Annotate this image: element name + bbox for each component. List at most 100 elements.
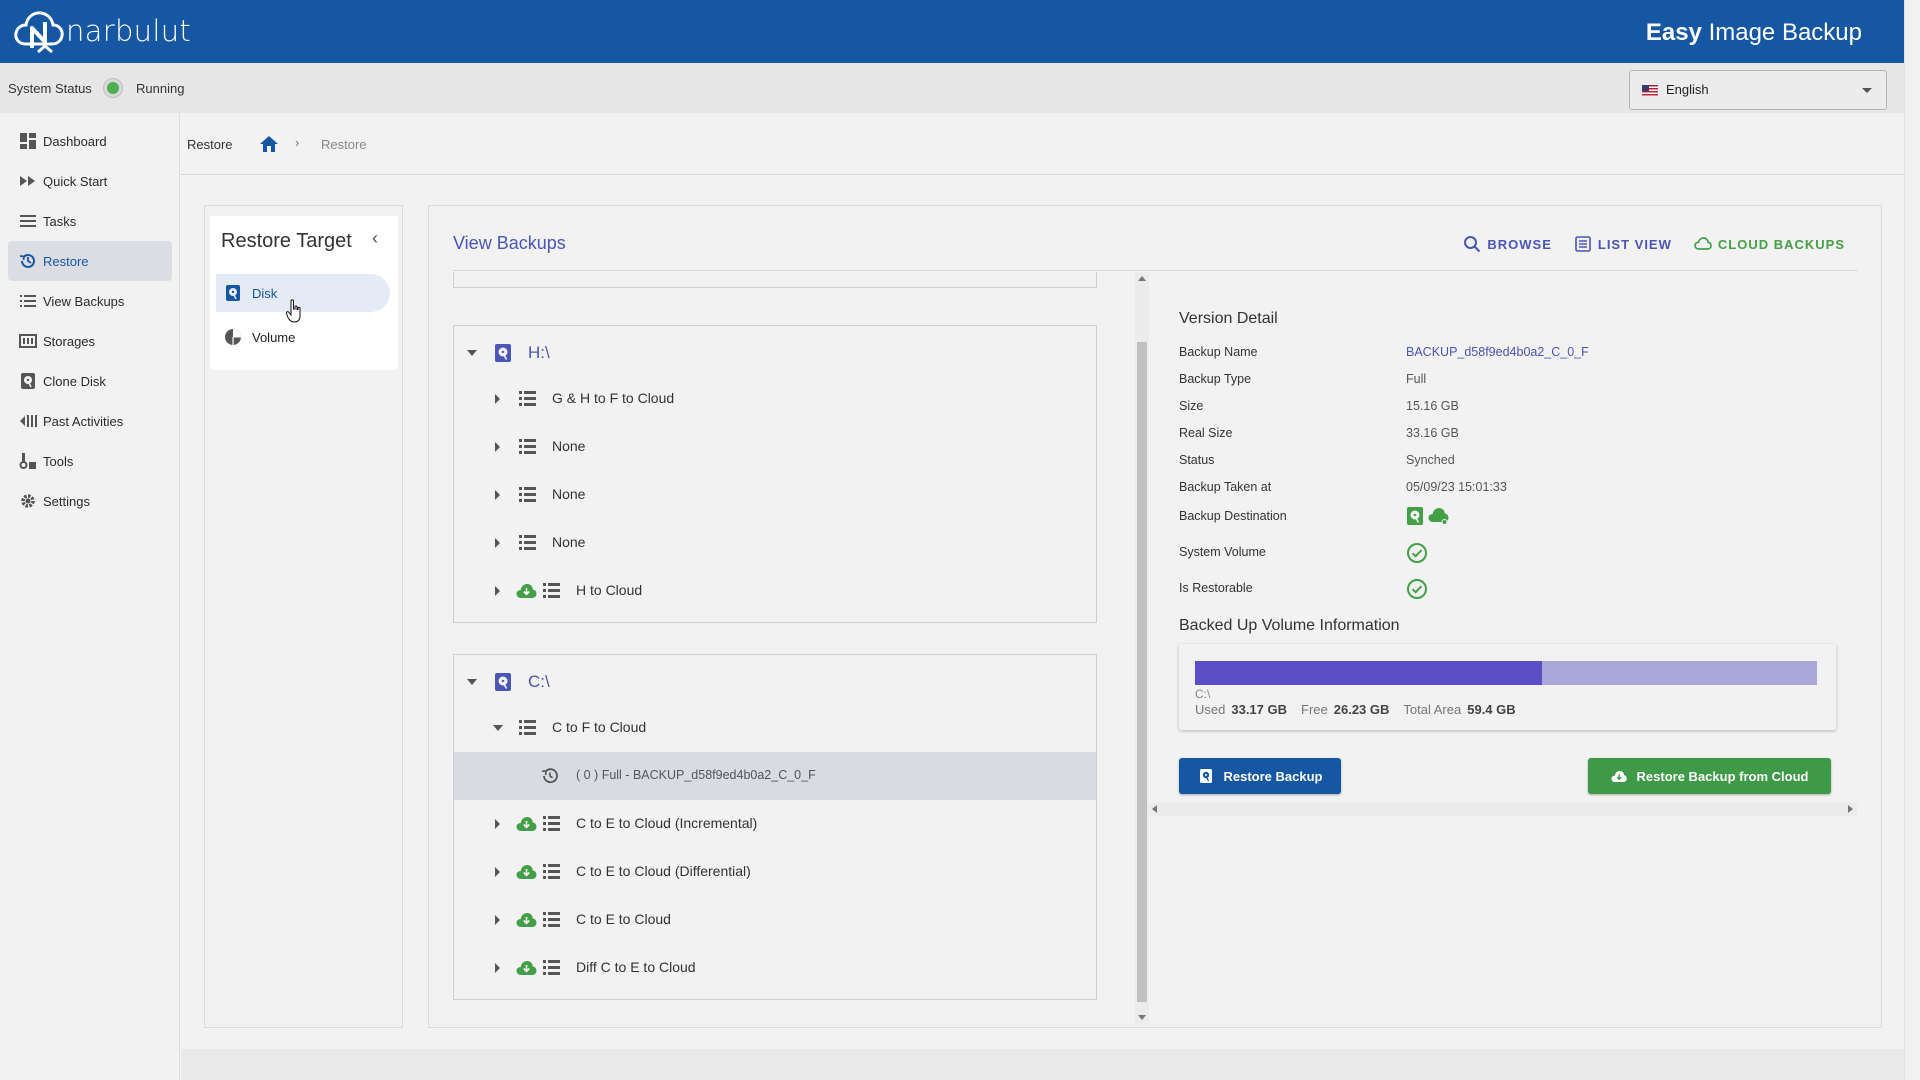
sidebar: Dashboard Quick Start Tasks Restore View…: [0, 113, 180, 1080]
detail-row-taken-at: Backup Taken at 05/09/23 15:01:33: [1179, 477, 1859, 499]
system-status-label: System Status: [8, 81, 92, 96]
caret-right-icon[interactable]: [495, 538, 500, 548]
sidebar-item-label: Tools: [43, 453, 74, 469]
browse-label: BROWSE: [1487, 236, 1552, 252]
caret-down-icon[interactable]: [493, 725, 503, 731]
list-icon: [519, 535, 536, 550]
tree-row[interactable]: H to Cloud: [454, 567, 1096, 615]
detail-value: Synched: [1406, 453, 1455, 467]
backup-name-link[interactable]: BACKUP_d58f9ed4b0a2_C_0_F: [1406, 345, 1589, 359]
detail-key: Status: [1179, 453, 1215, 467]
list-icon: [519, 439, 536, 454]
tree-row-label: None: [552, 486, 586, 502]
history-icon: [19, 412, 37, 430]
sidebar-item-tools[interactable]: Tools: [8, 441, 172, 481]
tree-row-version-selected[interactable]: ( 0 ) Full - BACKUP_d58f9ed4b0a2_C_0_F: [454, 752, 1096, 800]
caret-down-icon[interactable]: [467, 350, 477, 356]
sidebar-item-restore[interactable]: Restore: [8, 241, 172, 281]
sidebar-item-view-backups[interactable]: View Backups: [8, 281, 172, 321]
tree-row[interactable]: C to E to Cloud (Differential): [454, 848, 1096, 896]
scroll-down-icon[interactable]: [1138, 1015, 1146, 1020]
caret-right-icon[interactable]: [495, 490, 500, 500]
tree-row[interactable]: C to E to Cloud: [454, 896, 1096, 944]
tree-row-label: None: [552, 438, 586, 454]
narbulut-logo[interactable]: narbulut: [14, 6, 191, 56]
destination-icons: [1406, 506, 1450, 526]
detail-key: Backup Destination: [1179, 509, 1287, 523]
page-scrollbar[interactable]: [1904, 0, 1920, 1080]
cloud-backups-button[interactable]: CLOUD BACKUPS: [1694, 235, 1845, 253]
sidebar-item-tasks[interactable]: Tasks: [8, 201, 172, 241]
scroll-right-icon[interactable]: [1848, 805, 1853, 813]
list-icon: [543, 583, 560, 598]
collapse-icon[interactable]: ‹: [372, 228, 378, 248]
sidebar-item-past-activities[interactable]: Past Activities: [8, 401, 172, 441]
browse-button[interactable]: BROWSE: [1463, 235, 1552, 253]
tree-row[interactable]: None: [454, 423, 1096, 471]
tree-row-label: C to E to Cloud (Differential): [576, 863, 751, 879]
app-title-rest: Image Backup: [1701, 19, 1862, 46]
list-view-icon: [1575, 236, 1591, 252]
cloud-icon: [1694, 237, 1712, 250]
total-label: Total Area: [1403, 702, 1462, 717]
sidebar-item-clone-disk[interactable]: Clone Disk: [8, 361, 172, 401]
target-item-label: Volume: [252, 329, 296, 345]
tree-row[interactable]: C to E to Cloud (Incremental): [454, 800, 1096, 848]
target-item-disk[interactable]: Disk: [216, 274, 390, 312]
sidebar-item-quick-start[interactable]: Quick Start: [8, 161, 172, 201]
tree-scrollbar-thumb[interactable]: [1137, 342, 1147, 1002]
detail-key: Backup Name: [1179, 345, 1258, 359]
status-indicator-icon: [104, 79, 122, 97]
tools-icon: [19, 452, 37, 470]
list-view-button[interactable]: LIST VIEW: [1574, 235, 1672, 253]
caret-right-icon[interactable]: [495, 819, 500, 829]
sidebar-item-dashboard[interactable]: Dashboard: [8, 121, 172, 161]
detail-key: Is Restorable: [1179, 581, 1253, 595]
scroll-up-icon[interactable]: [1138, 276, 1146, 281]
tree-row[interactable]: C to F to Cloud: [454, 704, 1096, 752]
restore-backup-button[interactable]: Restore Backup: [1179, 758, 1341, 794]
list-view-label: LIST VIEW: [1597, 236, 1672, 252]
list-icon: [19, 212, 37, 230]
backup-tree[interactable]: H:\ G & H to F to Cloud None None: [453, 272, 1097, 1020]
disk-icon: [1407, 507, 1423, 525]
caret-down-icon[interactable]: [467, 679, 477, 685]
detail-key: Real Size: [1179, 426, 1233, 440]
target-item-volume[interactable]: Volume: [216, 318, 390, 356]
volume-info-title: Backed Up Volume Information: [1179, 617, 1400, 634]
home-icon[interactable]: [259, 135, 279, 153]
tree-row[interactable]: None: [454, 519, 1096, 567]
page-title: Restore: [187, 137, 233, 152]
caret-right-icon[interactable]: [495, 963, 500, 973]
scroll-left-icon[interactable]: [1152, 805, 1157, 813]
sidebar-item-settings[interactable]: Settings: [8, 481, 172, 521]
caret-right-icon[interactable]: [495, 915, 500, 925]
tree-scrollbar[interactable]: [1135, 272, 1149, 1024]
list-bulleted-icon: [19, 292, 37, 310]
tree-row[interactable]: G & H to F to Cloud: [454, 375, 1096, 423]
version-detail-title: Version Detail: [1179, 310, 1278, 327]
sidebar-item-storages[interactable]: Storages: [8, 321, 172, 361]
cloud-download-icon: [516, 584, 537, 598]
detail-horizontal-scrollbar[interactable]: [1148, 802, 1857, 816]
language-select[interactable]: English: [1629, 70, 1887, 110]
caret-right-icon[interactable]: [495, 442, 500, 452]
breadcrumb-separator: ›: [295, 135, 300, 150]
disk-icon: [19, 372, 37, 390]
cloud-download-icon: [516, 865, 537, 879]
used-value: 33.17 GB: [1231, 702, 1288, 717]
caret-right-icon[interactable]: [495, 586, 500, 596]
disk-icon: [495, 344, 511, 362]
cloud-backups-label: CLOUD BACKUPS: [1717, 236, 1845, 252]
caret-right-icon[interactable]: [495, 867, 500, 877]
restore-from-cloud-button[interactable]: Restore Backup from Cloud: [1588, 758, 1831, 794]
tree-row[interactable]: None: [454, 471, 1096, 519]
tree-row[interactable]: Diff C to E to Cloud: [454, 944, 1096, 992]
restore-target-card: Restore Target ‹ Disk Volume: [210, 216, 398, 370]
list-icon: [543, 912, 560, 927]
detail-row-destination: Backup Destination: [1179, 506, 1859, 528]
drive-label: C:\: [528, 672, 550, 691]
version-detail: Version Detail Backup Name BACKUP_d58f9e…: [1179, 272, 1859, 1024]
cloud-download-icon: [1611, 771, 1627, 782]
caret-right-icon[interactable]: [495, 394, 500, 404]
